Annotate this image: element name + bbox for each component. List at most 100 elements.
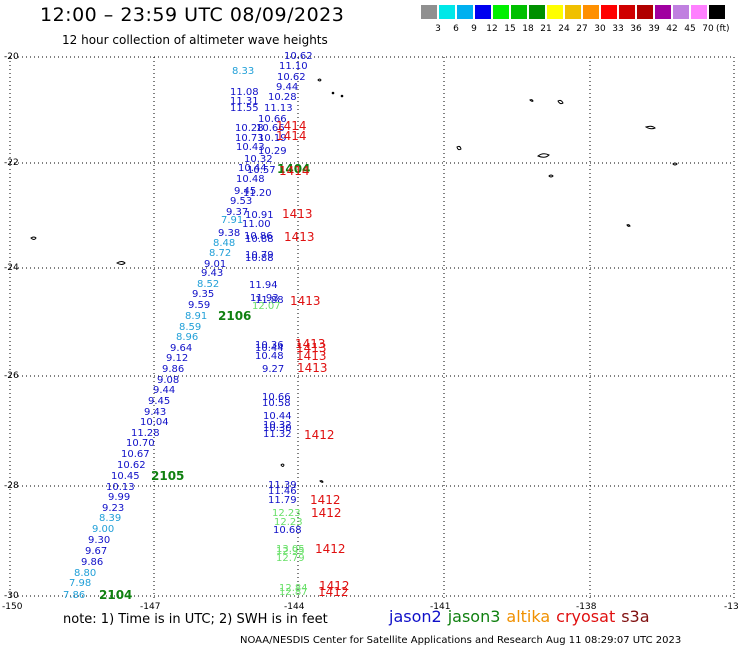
wave-height-label: 10.32 [263,420,292,431]
scale-label: 33 [612,24,624,34]
island-outline [280,463,285,467]
wave-height-label: 9.67 [85,546,108,557]
latitude-label: -28 [4,481,19,491]
latitude-label: -22 [4,158,19,168]
wave-height-label: 8.33 [232,66,255,77]
wave-height-label: 9.86 [162,364,185,375]
island-outline [456,145,462,151]
wave-height-label: 9.08 [157,375,180,386]
legend-cryosat: cryosat [556,607,616,626]
latitude-label: -20 [4,52,19,62]
longitude-label: -150 [2,602,23,612]
wave-height-label: 12.84 [279,583,308,594]
scale-label: 42 [666,24,678,34]
wave-height-label: 11.00 [242,219,271,230]
wave-height-label: 9.27 [262,364,285,375]
wave-height-label: 11.28 [131,428,160,439]
wave-height-label: 10.29 [258,146,287,157]
wave-height-label: 10.04 [140,417,169,428]
wave-height-label: 10.48 [255,351,284,362]
wave-height-label: 10.58 [262,398,291,409]
legend-jason2: jason2 [389,607,442,626]
wave-height-label: 9.23 [102,503,125,514]
wave-height-label: 10.67 [121,449,150,460]
wave-height-label: 11.55 [230,103,259,114]
island-outline [529,99,534,102]
wave-height-label: 11.93 [250,293,279,304]
wave-height-label: 10.66 [258,114,287,125]
wave-height-label: 13.05 [276,544,305,555]
wave-height-label: 12.79 [276,553,305,564]
pass-time-label: 1413 [296,349,327,363]
scale-label: 21 [540,24,552,34]
satellite-legend: jason2 jason3 altika cryosat s3a [389,607,656,626]
wave-height-label: 10.73 [235,133,264,144]
island-outline [672,162,678,166]
footer-credit: NOAA/NESDIS Center for Satellite Applica… [240,635,682,646]
pass-time-label: 1412 [311,506,342,520]
pass-time-label: 1413 [297,361,328,375]
wave-height-label: 10.79 [245,250,274,261]
wave-height-label: 10.62 [284,51,313,62]
wave-height-label: 10.88 [245,253,274,264]
wave-height-label: 8.52 [197,279,220,290]
latitude-label: -24 [4,263,19,273]
wave-height-label: 9.12 [166,353,189,364]
wave-height-label: 9.43 [201,268,224,279]
wave-height-label: 10.30 [263,423,292,434]
wave-height-label: 12.95 [276,546,305,557]
scale-swatch [475,5,491,19]
wave-height-label: 10.13 [106,482,135,493]
wave-height-label: 10.91 [245,210,274,221]
wave-height-label: 10.28 [268,92,297,103]
wave-height-label: 11.46 [268,486,297,497]
scale-label: 9 [471,24,477,34]
pass-time-label: 1412 [318,585,349,599]
scale-swatch [673,5,689,19]
pass-time-label: 1414 [276,119,307,133]
island-dot [331,91,335,95]
wave-height-label: 10.66 [262,392,291,403]
wave-height-label: 10.43 [236,142,265,153]
pass-time-label: 1412 [319,579,350,593]
scale-label: 70 [702,24,714,34]
scale-label: 30 [594,24,606,34]
scale-label: 27 [576,24,588,34]
wave-height-label: 7.91 [221,215,244,226]
scale-label: 6 [453,24,459,34]
wave-height-label: 8.59 [179,322,202,333]
wave-height-label: 9.38 [218,228,241,239]
pass-time-label: 1413 [296,341,327,355]
legend-jason3: jason3 [447,607,501,626]
pass-time-label: 2105 [151,469,185,483]
wave-height-label: 9.44 [276,82,299,93]
wave-height-label: 7.86 [63,590,86,601]
scale-label: 45 [684,24,696,34]
island-outline [537,153,550,158]
pass-time-label: 1414 [276,129,307,143]
scale-label: 39 [648,24,660,34]
wave-height-label: 7.98 [69,578,92,589]
island-outline [557,99,564,105]
scale-swatch [583,5,599,19]
pass-time-label: 2104 [99,588,133,602]
wave-height-label: 9.64 [170,343,193,354]
scale-swatch [601,5,617,19]
scale-unit: (ft) [716,24,730,34]
wave-height-label: 9.44 [153,385,176,396]
wave-height-label: 8.80 [74,568,97,579]
island-outlines [30,78,678,483]
wave-height-label: 9.01 [204,259,227,270]
pass-time-label: 1413 [284,230,315,244]
longitude-label: -141 [430,602,451,612]
wave-height-label: 11.08 [230,87,259,98]
scale-swatch [511,5,527,19]
longitude-label: -144 [284,602,305,612]
wave-height-label: 10.88 [245,234,274,245]
wave-height-label: 11.13 [264,103,293,114]
map-title: 12:00 – 23:59 UTC 08/09/2023 [40,4,345,26]
pass-time-label: 1412 [315,542,346,556]
island-outline [644,125,656,130]
longitude-label: -13 [724,602,739,612]
scale-swatch [565,5,581,19]
